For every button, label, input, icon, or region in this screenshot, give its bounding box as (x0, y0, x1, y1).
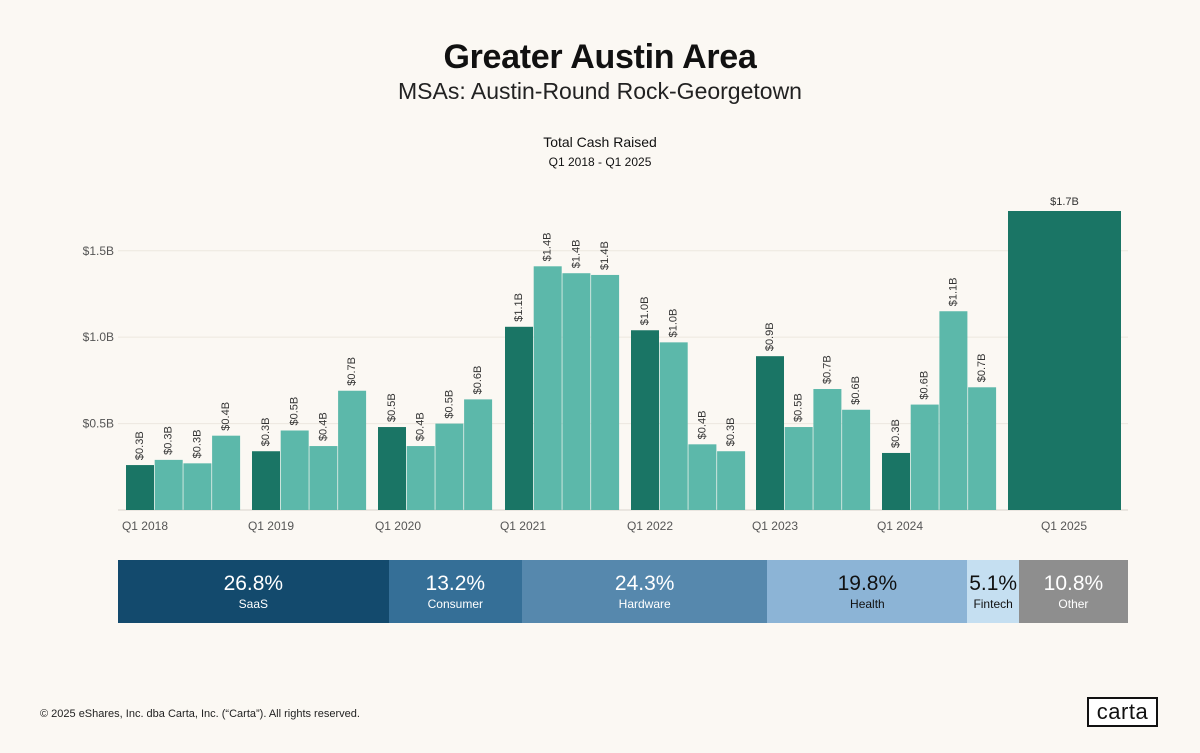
x-tick-label: Q1 2023 (752, 519, 798, 533)
chart-date-range: Q1 2018 - Q1 2025 (548, 155, 652, 169)
x-tick-label: Q1 2018 (122, 519, 168, 533)
sector-segment-saas: 26.8% SaaS (118, 560, 389, 623)
x-tick-label: Q1 2024 (877, 519, 923, 533)
bar-value-label: $0.6B (919, 371, 931, 400)
bar-2023-Q4 (842, 409, 871, 510)
bar-value-label: $0.5B (289, 397, 301, 426)
y-tick-label: $1.0B (83, 330, 114, 344)
bar-value-label: $0.3B (191, 430, 203, 459)
bar-2022-Q4 (717, 451, 746, 510)
bar-value-label: $1.4B (599, 241, 611, 270)
sector-percent: 26.8% (223, 571, 284, 595)
bar-2019-Q3 (309, 446, 338, 510)
x-tick-label: Q1 2025 (1041, 519, 1087, 533)
bar-2024-Q1 (882, 452, 910, 510)
sector-percent: 24.3% (614, 571, 675, 595)
sector-breakdown-bar: 26.8% SaaS 13.2% Consumer 24.3% Hardware 19.8%… (118, 560, 1128, 623)
bar-2023-Q2 (784, 427, 813, 510)
bar-2020-Q2 (406, 446, 435, 510)
bar-2020-Q3 (435, 423, 464, 510)
bar-value-label: $0.6B (472, 366, 484, 395)
bar-2018-Q2 (154, 459, 183, 510)
sector-segment-fintech: 5.1% Fintech (967, 560, 1019, 623)
page-title: Greater Austin Area (443, 38, 757, 76)
bar-2021-Q1 (505, 326, 533, 510)
bar-value-label: $0.5B (386, 393, 398, 422)
bar-2018-Q1 (126, 465, 154, 510)
bar-2021-Q4 (591, 274, 620, 510)
bar-value-label: $0.3B (890, 419, 902, 448)
page-subtitle: MSAs: Austin-Round Rock-Georgetown (398, 78, 802, 104)
bar-2019-Q1 (252, 451, 280, 510)
sector-segment-hardware: 24.3% Hardware (521, 560, 768, 623)
sector-label: SaaS (238, 596, 269, 611)
bar-value-label: $0.3B (725, 417, 737, 446)
bar-2019-Q4 (338, 390, 367, 510)
bar-value-label: $0.3B (163, 426, 175, 455)
bar-2025-Q1 (1008, 211, 1121, 510)
bar-value-label: $1.0B (668, 309, 680, 338)
x-tick-label: Q1 2019 (248, 519, 294, 533)
x-tick-label: Q1 2022 (627, 519, 673, 533)
bar-value-label: $0.4B (696, 411, 708, 440)
copyright-footer: © 2025 eShares, Inc. dba Carta, Inc. (“C… (40, 708, 360, 720)
bar-value-label: $0.7B (346, 357, 358, 386)
sector-label: Health (850, 596, 885, 611)
bar-value-label: $0.5B (443, 390, 455, 419)
bar-value-label: $0.4B (415, 412, 427, 441)
bar-2022-Q3 (688, 444, 717, 510)
y-tick-label: $0.5B (83, 417, 114, 431)
bar-2024-Q2 (910, 404, 939, 510)
bar-value-label: $1.7B (1050, 196, 1079, 208)
bar-value-label: $1.4B (570, 239, 582, 268)
bar-value-label: $0.5B (793, 393, 805, 422)
bar-2023-Q1 (756, 356, 784, 510)
bar-value-label: $1.4B (542, 233, 554, 262)
sector-percent: 10.8% (1043, 571, 1104, 595)
bar-value-label: $0.6B (850, 376, 862, 405)
sector-percent: 5.1% (969, 571, 1018, 595)
bar-value-label: $0.4B (317, 412, 329, 441)
sector-label: Hardware (618, 596, 671, 611)
sector-percent: 13.2% (425, 571, 486, 595)
bar-2023-Q3 (813, 389, 842, 510)
bar-value-label: $0.9B (764, 322, 776, 351)
sector-percent: 19.8% (837, 571, 898, 595)
sector-segment-other: 10.8% Other (1018, 560, 1128, 623)
x-tick-label: Q1 2021 (500, 519, 546, 533)
sector-label: Consumer (427, 596, 483, 611)
carta-logo: carta (1087, 697, 1158, 727)
cash-raised-chart: $0.5B $1.0B $1.5B $0.3B $0.3B $0.3B $0.4B $0.3B… (83, 196, 1128, 533)
sector-label: Other (1058, 596, 1089, 611)
bar-2020-Q4 (464, 399, 493, 510)
bar-2022-Q2 (659, 342, 688, 510)
bar-value-label: $0.7B (821, 355, 833, 384)
x-tick-label: Q1 2020 (375, 519, 421, 533)
bar-value-label: $0.4B (220, 402, 232, 431)
bar-2019-Q2 (280, 430, 309, 510)
bar-2021-Q2 (533, 266, 562, 510)
sector-segment-consumer: 13.2% Consumer (388, 560, 522, 623)
bar-value-label: $0.7B (976, 354, 988, 383)
y-tick-label: $1.5B (83, 244, 114, 258)
bar-value-label: $1.0B (639, 297, 651, 326)
bar-2018-Q4 (212, 435, 241, 510)
bar-2021-Q3 (562, 273, 591, 510)
chart-title: Total Cash Raised (543, 134, 657, 150)
bar-2024-Q3 (939, 311, 968, 510)
bar-value-label: $1.1B (513, 293, 525, 322)
sector-segment-health: 19.8% Health (767, 560, 968, 623)
bar-2020-Q1 (378, 427, 406, 510)
bar-2024-Q4 (968, 387, 997, 510)
bar-2018-Q3 (183, 463, 212, 510)
sector-label: Fintech (973, 596, 1013, 611)
bar-value-label: $0.3B (134, 431, 146, 460)
bar-value-label: $0.3B (260, 417, 272, 446)
bar-value-label: $1.1B (947, 277, 959, 306)
bar-2022-Q1 (631, 330, 659, 510)
